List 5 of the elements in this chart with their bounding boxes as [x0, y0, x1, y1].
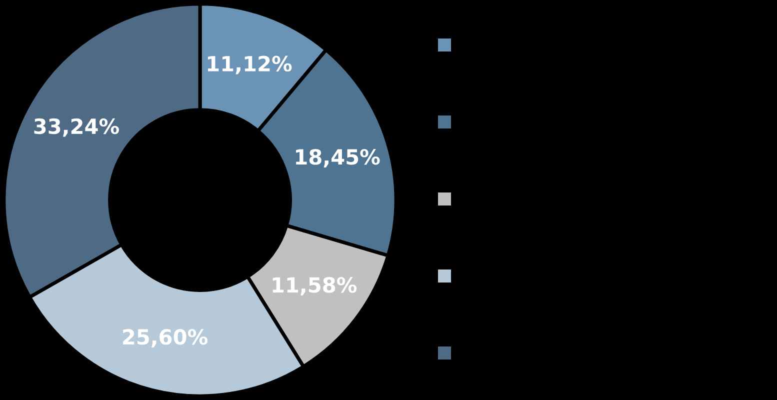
data-label: 33,24%	[34, 118, 119, 137]
data-label: 18,45%	[296, 149, 380, 168]
data-label: 25,60%	[123, 329, 208, 348]
data-label: 11,12%	[208, 56, 292, 74]
data-label: 11,58%	[272, 277, 357, 296]
